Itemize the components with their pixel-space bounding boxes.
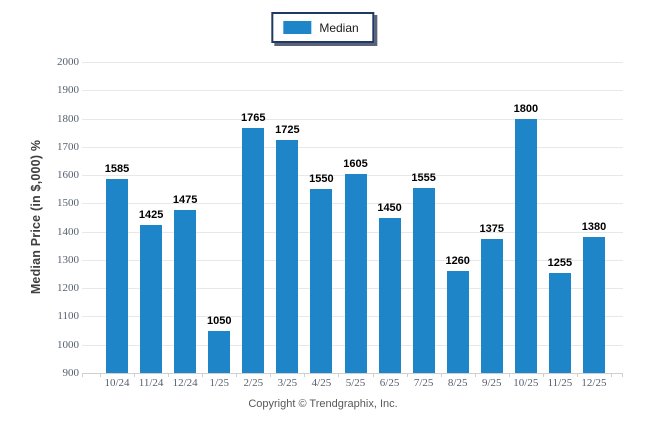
- x-tick-label: 8/25: [447, 377, 468, 389]
- x-axis-tick: [202, 373, 204, 377]
- x-axis-tick: [134, 373, 136, 377]
- bar-value-label: 1255: [547, 256, 573, 269]
- plot-area: 1585 1425 1475 1050 1765 1725 1550 1605 1450 1555…: [82, 62, 623, 377]
- y-tick-label: 1300: [57, 253, 79, 266]
- bar-2/25: [242, 128, 265, 373]
- y-tick-label: 1700: [57, 140, 79, 153]
- bar-value-label: 1380: [581, 221, 607, 234]
- bar-9/25: [480, 238, 503, 373]
- x-tick-label: 1/25: [209, 377, 229, 389]
- x-tick-label: 12/25: [581, 377, 607, 389]
- x-tick-label: 5/25: [345, 377, 366, 389]
- x-axis-tick: [168, 373, 170, 377]
- x-axis-tick: [82, 373, 83, 377]
- bar-value-label: 1550: [309, 173, 334, 186]
- bar-value-label: 1425: [138, 208, 164, 221]
- bar-7/25: [412, 187, 435, 373]
- bar-11/25: [548, 272, 571, 373]
- x-tick-label: 10/24: [104, 377, 130, 389]
- bar-10/24: [106, 179, 129, 373]
- bar-value-label: 1050: [206, 314, 232, 327]
- bar-value-label: 1585: [104, 163, 130, 176]
- x-axis-tick: [508, 373, 510, 377]
- bar-6/25: [378, 217, 401, 373]
- x-tick-label: 7/25: [413, 377, 434, 389]
- bar-10/25: [514, 118, 537, 373]
- legend-label: Median: [319, 20, 359, 35]
- y-tick-label: 1900: [57, 84, 79, 97]
- bar-value-label: 1475: [172, 194, 198, 207]
- x-tick-label: 4/25: [311, 377, 332, 389]
- x-tick-label: 11/25: [547, 377, 573, 389]
- bar-12/25: [582, 237, 605, 373]
- bar-value-label: 1260: [445, 255, 470, 268]
- legend: Median: [271, 12, 375, 43]
- x-axis-tick: [338, 373, 340, 377]
- gridline-1800: [82, 118, 623, 120]
- x-axis-tick: [440, 373, 442, 377]
- x-axis-tick: [622, 373, 623, 377]
- y-tick-label: 900: [62, 367, 80, 379]
- x-axis-tick: [236, 373, 238, 377]
- x-axis-tick: [406, 373, 408, 377]
- bar-4/25: [310, 189, 333, 373]
- x-axis-tick: [576, 373, 578, 377]
- x-tick-label: 10/25: [513, 377, 539, 389]
- gridline-1900: [82, 90, 623, 92]
- x-axis-tick: [474, 373, 476, 377]
- x-tick-label: 2/25: [243, 377, 264, 389]
- bar-11/24: [140, 224, 163, 373]
- bar-value-label: 1450: [377, 201, 402, 214]
- bar-value-label: 1555: [411, 171, 436, 184]
- bar-3/25: [276, 139, 299, 373]
- x-axis-tick: [611, 373, 612, 377]
- x-axis-tick-labels: 10/24 11/24 12/24 1/25 2/25 3/25 4/25 5/25 6/25 7…: [82, 377, 623, 391]
- bar-value-label: 1765: [241, 112, 266, 125]
- x-axis-tick: [542, 373, 544, 377]
- bar-value-label: 1800: [513, 102, 539, 115]
- bar-value-label: 1605: [343, 157, 368, 170]
- x-tick-label: 3/25: [277, 377, 298, 389]
- y-tick-label: 2000: [57, 56, 79, 68]
- x-axis-tick: [270, 373, 272, 377]
- y-tick-label: 1400: [57, 225, 79, 238]
- legend-swatch-median: [283, 21, 312, 34]
- y-tick-label: 1000: [57, 338, 79, 351]
- bar-8/25: [446, 271, 469, 373]
- bar-5/25: [344, 173, 367, 373]
- gridline-2000: [82, 62, 623, 63]
- x-tick-label: 6/25: [379, 377, 400, 389]
- gridline-1700: [82, 146, 623, 148]
- y-tick-label: 1200: [57, 282, 79, 295]
- copyright-text: Copyright © Trendgraphix, Inc.: [248, 398, 398, 410]
- x-tick-label: 11/24: [138, 377, 164, 389]
- x-axis-tick: [372, 373, 374, 377]
- y-tick-label: 1100: [57, 310, 79, 323]
- x-axis-tick: [304, 373, 306, 377]
- bar-1/25: [208, 330, 231, 373]
- y-tick-label: 1600: [57, 169, 79, 182]
- y-axis-tick-labels: 900 1000 1100 1200 1300 1400 1500 1600 1700 1800 1…: [0, 56, 79, 379]
- bar-value-label: 1375: [479, 222, 505, 235]
- bar-value-label: 1725: [275, 123, 300, 136]
- x-tick-label: 9/25: [481, 377, 502, 389]
- y-tick-label: 1500: [57, 197, 79, 210]
- bar-12/24: [174, 210, 197, 373]
- x-tick-label: 12/24: [172, 377, 198, 389]
- y-tick-label: 1800: [57, 112, 79, 125]
- x-axis-tick: [100, 373, 101, 377]
